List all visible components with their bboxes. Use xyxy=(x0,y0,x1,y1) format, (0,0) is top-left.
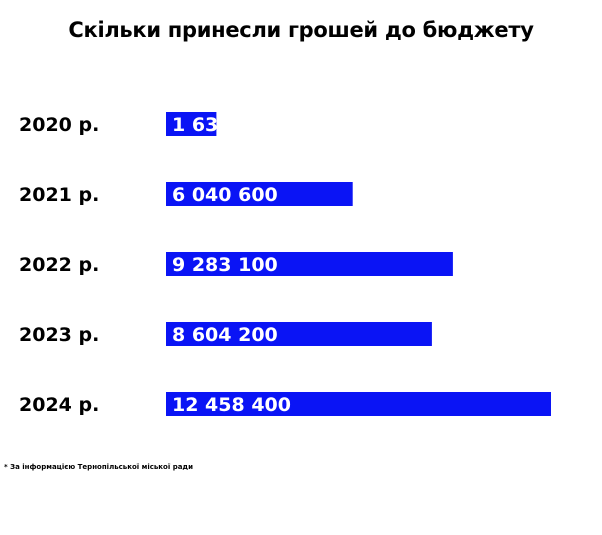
bar xyxy=(166,252,453,276)
bar xyxy=(166,182,353,206)
category-label: 2022 р. xyxy=(19,254,99,276)
category-label: 2023 р. xyxy=(19,324,99,346)
bar-value-label: 6 040 600 xyxy=(172,184,278,206)
bar xyxy=(166,322,432,346)
bar-value-label: 9 283 100 xyxy=(172,254,278,276)
category-label: 2024 р. xyxy=(19,394,99,416)
bar xyxy=(166,392,551,416)
footnote: * За інформацією Тернопільської міської … xyxy=(4,463,193,471)
chart-title: Скільки принесли грошей до бюджету xyxy=(68,18,534,42)
category-label: 2021 р. xyxy=(19,184,99,206)
bar xyxy=(166,112,217,136)
bar-value-label: 1 632 500 xyxy=(172,114,278,136)
category-label: 2020 р. xyxy=(19,114,99,136)
bar-value-label: 12 458 400 xyxy=(172,394,291,416)
bar-value-label: 8 604 200 xyxy=(172,324,278,346)
